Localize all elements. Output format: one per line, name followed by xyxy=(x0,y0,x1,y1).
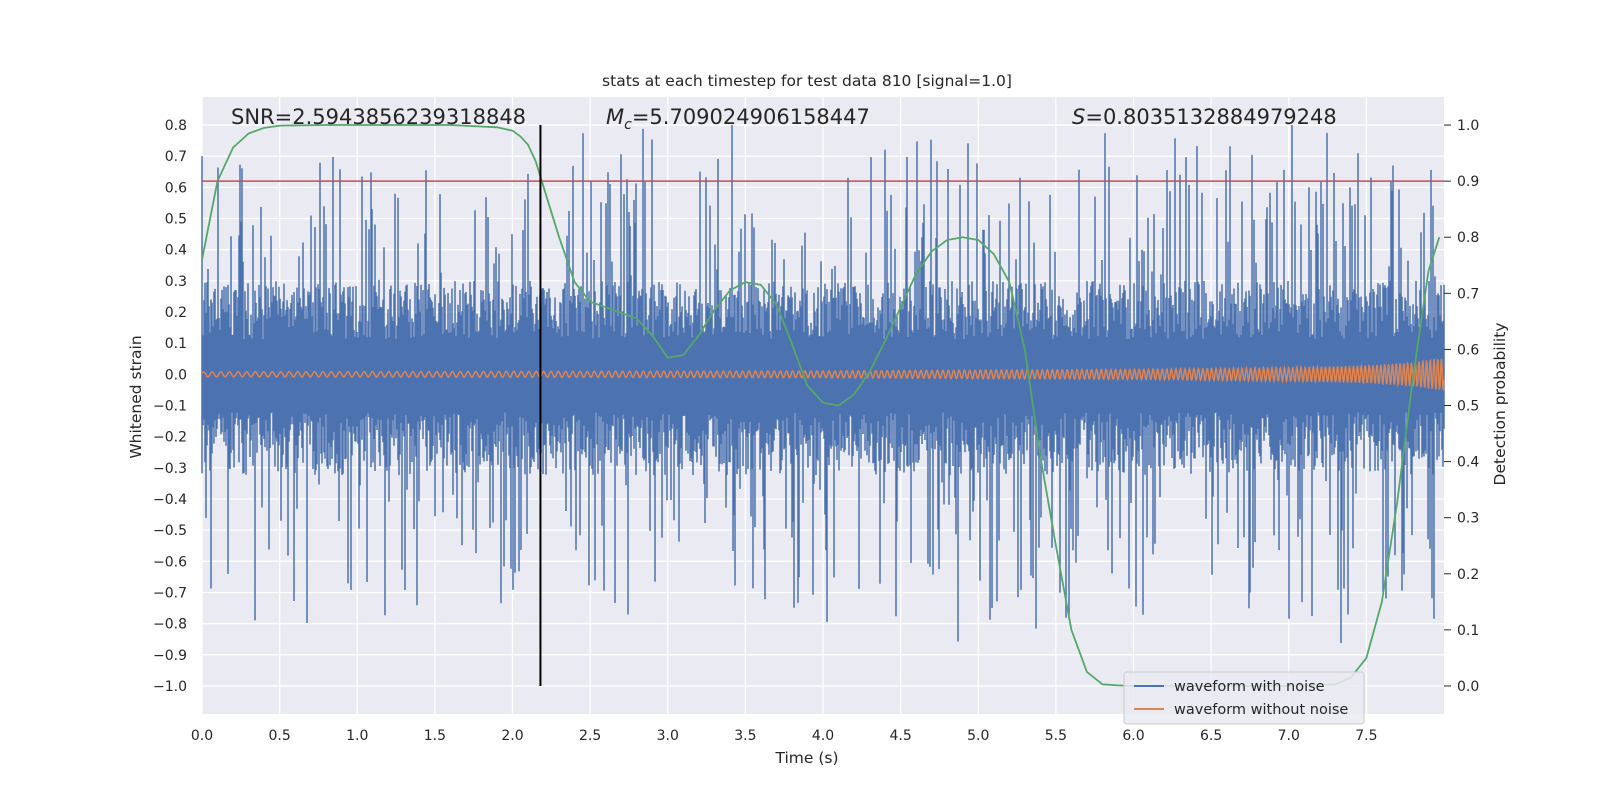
left-y-tick-label: 0.5 xyxy=(165,212,187,228)
x-axis-label: Time (s) xyxy=(774,749,838,767)
x-tick-label: 3.0 xyxy=(657,728,679,744)
left-y-tick-label: 0.2 xyxy=(165,305,187,321)
right-y-tick-label: 0.1 xyxy=(1457,623,1479,639)
right-y-tick-label: 0.6 xyxy=(1457,342,1479,358)
x-tick-label: 6.0 xyxy=(1122,728,1144,744)
legend-label-noisy: waveform with noise xyxy=(1174,679,1325,695)
right-y-axis-label: Detection probability xyxy=(1491,323,1509,486)
x-tick-label: 5.5 xyxy=(1045,728,1067,744)
left-y-axis-ticks: 0.8 0.7 0.6 0.5 0.4 0.3 0.2 0.1 0.0 −0.1 −0.2 −0.3 −… xyxy=(153,118,187,695)
left-y-tick-label: −0.4 xyxy=(153,492,187,508)
right-y-tick-label: 0.5 xyxy=(1457,399,1479,415)
x-tick-label: 1.0 xyxy=(346,728,368,744)
right-y-tick-label: 0.2 xyxy=(1457,567,1479,583)
x-tick-label: 0.5 xyxy=(268,728,290,744)
chart-title: stats at each timestep for test data 810… xyxy=(602,72,1012,90)
right-y-tick-label: 0.3 xyxy=(1457,511,1479,527)
right-y-tick-label: 0.7 xyxy=(1457,286,1479,302)
clean-waveform-path xyxy=(201,358,1445,392)
left-y-tick-label: −0.5 xyxy=(153,523,187,539)
score-symbol: S xyxy=(1072,105,1085,129)
right-y-tick-label: 0.9 xyxy=(1457,174,1479,190)
right-y-tick-label: 0.4 xyxy=(1457,455,1479,471)
x-tick-label: 3.5 xyxy=(734,728,756,744)
right-y-tick-label: 1.0 xyxy=(1457,118,1479,134)
chirp-mass-subscript: c xyxy=(624,117,632,133)
x-tick-label: 6.5 xyxy=(1200,728,1222,744)
x-tick-label: 7.5 xyxy=(1355,728,1377,744)
left-y-axis-label: Whitened strain xyxy=(127,335,145,458)
x-tick-label: 0.0 xyxy=(191,728,213,744)
right-y-tick-label: 0.8 xyxy=(1457,230,1479,246)
left-y-tick-label: −0.6 xyxy=(153,554,187,570)
x-axis-ticks: 0.0 0.5 1.0 1.5 2.0 2.5 3.0 3.5 4.0 4.5 5.0 5.5 6.0 6… xyxy=(191,728,1378,744)
series-waveform-without-noise xyxy=(201,358,1445,392)
left-y-tick-label: 0.0 xyxy=(165,367,187,383)
overlay-lines xyxy=(202,125,1444,686)
left-y-tick-label: −0.1 xyxy=(153,399,187,415)
right-y-axis-ticks: 1.0 0.9 0.8 0.7 0.6 0.5 0.4 0.3 0.2 0.1 0.0 xyxy=(1444,118,1479,695)
x-tick-label: 2.0 xyxy=(501,728,523,744)
legend-box xyxy=(1123,671,1365,725)
left-y-tick-label: 0.4 xyxy=(165,243,187,259)
chirp-mass-annotation: Mc=5.709024906158447 xyxy=(606,105,870,133)
snr-annotation: SNR=2.5943856239318848 xyxy=(231,105,526,129)
x-tick-label: 7.0 xyxy=(1278,728,1300,744)
x-tick-label: 5.0 xyxy=(967,728,989,744)
left-y-tick-label: −1.0 xyxy=(153,679,187,695)
series-waveform-with-noise xyxy=(201,125,1445,643)
chirp-mass-symbol: M xyxy=(606,105,624,129)
legend-label-clean: waveform without noise xyxy=(1174,702,1348,718)
left-y-tick-label: 0.1 xyxy=(165,336,187,352)
noisy-waveform-path xyxy=(201,125,1445,643)
left-y-tick-label: −0.3 xyxy=(153,461,187,477)
right-y-tick-label: 0.0 xyxy=(1457,679,1479,695)
x-tick-label: 1.5 xyxy=(424,728,446,744)
x-tick-label: 4.0 xyxy=(812,728,834,744)
left-y-tick-label: −0.2 xyxy=(153,430,187,446)
score-annotation: S=0.8035132884979248 xyxy=(1072,105,1337,129)
left-y-tick-label: 0.3 xyxy=(165,274,187,290)
x-tick-label: 2.5 xyxy=(579,728,601,744)
left-y-tick-label: −0.9 xyxy=(153,648,187,664)
score-value: =0.8035132884979248 xyxy=(1085,105,1336,129)
left-y-tick-label: −0.7 xyxy=(153,585,187,601)
left-y-tick-label: 0.6 xyxy=(165,180,187,196)
left-y-tick-label: 0.7 xyxy=(165,149,187,165)
left-y-tick-label: −0.8 xyxy=(153,617,187,633)
legend: waveform with noise waveform without noi… xyxy=(1123,671,1365,725)
left-y-tick-label: 0.8 xyxy=(165,118,187,134)
x-tick-label: 4.5 xyxy=(889,728,911,744)
chirp-mass-value: =5.709024906158447 xyxy=(632,105,870,129)
